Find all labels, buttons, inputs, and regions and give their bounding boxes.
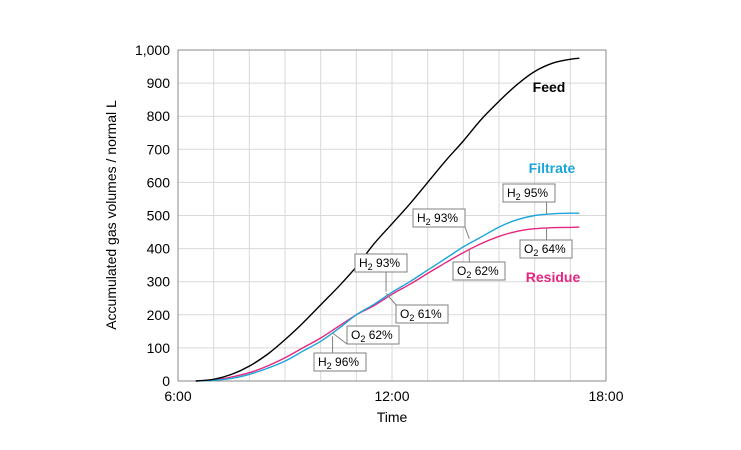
x-tick-label: 12:00 [374, 388, 409, 404]
y-tick-label: 900 [147, 75, 171, 91]
annotation-label: H2 95% [507, 186, 548, 202]
annotation-box [452, 261, 506, 281]
y-tick-label: 500 [147, 208, 171, 224]
annotation-o2: O2 62% [452, 250, 506, 281]
series-label-feed: Feed [533, 79, 566, 95]
annotation-box [412, 208, 466, 228]
plot-area-frame [177, 49, 607, 382]
annotation-o2: O2 64% [519, 228, 573, 259]
annotation-label: H2 93% [359, 256, 400, 272]
series-label-filtrate: Filtrate [529, 160, 576, 176]
y-tick-label: 100 [147, 340, 171, 356]
x-axis-title: Time [377, 409, 408, 425]
annotation-o2: O2 61% [385, 292, 449, 324]
annotation-label: H2 96% [318, 355, 359, 371]
x-tick-label: 6:00 [164, 388, 191, 404]
annotation-label: H2 93% [417, 211, 458, 227]
annotation-h2: H2 93% [354, 253, 408, 292]
annotation-label: O2 62% [351, 328, 393, 344]
y-tick-label: 0 [162, 373, 170, 389]
series-line-feed [195, 57, 580, 382]
annotation-box [502, 183, 556, 203]
annotation-label: O2 64% [524, 242, 566, 258]
annotation-label: O2 61% [400, 307, 442, 323]
annotation-o2: O2 62% [332, 325, 400, 345]
y-tick-label: 300 [147, 274, 171, 290]
annotation-box [354, 253, 408, 273]
annotations: H2 96% O2 62% H2 93% O2 61% H2 93% O2 62% H2 9… [313, 183, 573, 372]
annotation-leader [332, 332, 348, 345]
annotation-h2: H2 95% [502, 183, 556, 214]
annotation-h2: H2 96% [313, 336, 367, 372]
series-line-residue [195, 226, 580, 382]
y-tick-label: 600 [147, 174, 171, 190]
annotation-h2: H2 93% [412, 208, 470, 239]
y-tick-label: 800 [147, 108, 171, 124]
y-tick-label: 700 [147, 141, 171, 157]
y-tick-labels: 0 100 200 300 400 500 600 700 800 900 1,000 [135, 42, 170, 389]
x-tick-labels: 6:00 12:00 18:00 [164, 388, 623, 404]
annotation-leader [385, 292, 397, 306]
y-axis-title: Accumulated gas volumes / normal L [103, 100, 119, 330]
y-tick-label: 1,000 [135, 42, 170, 58]
x-tick-label: 18:00 [588, 388, 623, 404]
series-lines [195, 57, 580, 382]
annotation-box [395, 304, 449, 324]
series-line-filtrate [195, 212, 580, 382]
series-label-residue: Residue [526, 269, 581, 285]
annotation-box [346, 325, 400, 345]
annotation-leader [464, 226, 470, 239]
y-tick-label: 400 [147, 241, 171, 257]
series-labels: Feed Filtrate Residue [526, 79, 581, 285]
annotation-box [519, 239, 573, 259]
annotation-box [313, 352, 367, 372]
annotation-label: O2 62% [457, 264, 499, 280]
y-tick-label: 200 [147, 307, 171, 323]
